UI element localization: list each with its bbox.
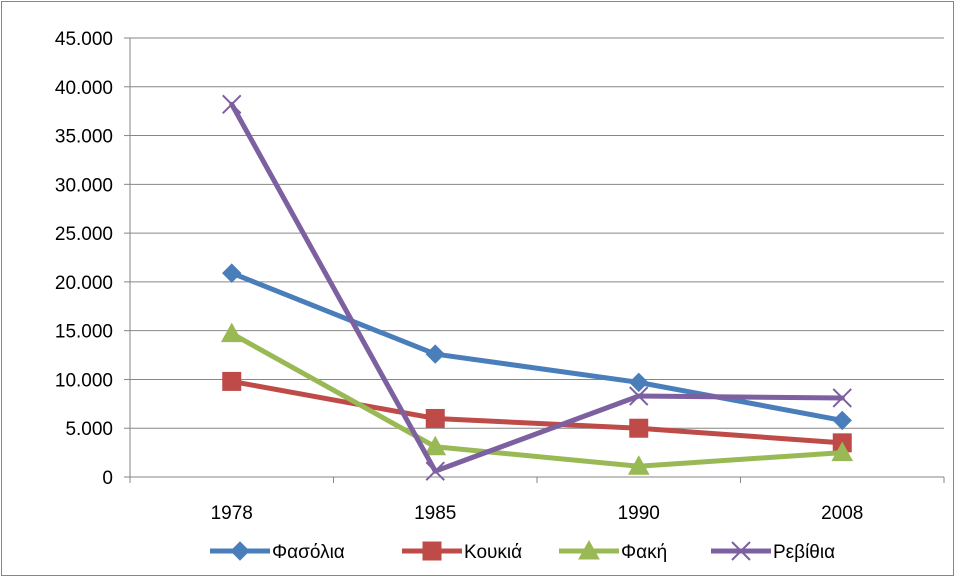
data-point-marker — [832, 410, 852, 431]
legend-marker — [422, 541, 442, 561]
legend-label: Φακή — [621, 542, 667, 563]
data-point-marker — [222, 94, 242, 115]
data-point-marker — [222, 263, 242, 283]
y-tick-label: 5.000 — [65, 419, 113, 440]
legend-marker — [731, 541, 751, 561]
data-point-marker — [629, 386, 649, 406]
data-point-marker — [425, 344, 445, 364]
legend-marker — [578, 539, 600, 560]
data-point-marker — [425, 461, 445, 481]
y-tick-label: 15.000 — [55, 322, 113, 343]
data-point-marker — [222, 371, 242, 391]
series-line-1 — [229, 270, 845, 423]
gridlines — [130, 37, 944, 429]
y-tick-label: 45.000 — [55, 29, 113, 50]
x-tick-label: 2008 — [821, 503, 863, 524]
x-axis-tick-labels: 1978 1985 1990 2008 — [211, 503, 864, 524]
x-tick-label: 1978 — [211, 503, 253, 524]
y-tick-label: 40.000 — [55, 78, 113, 99]
y-tick-label: 25.000 — [55, 224, 113, 245]
axes — [124, 37, 945, 483]
data-point-marker — [629, 418, 649, 438]
legend-marker — [230, 541, 250, 561]
y-axis-tick-labels: 0 5.000 10.000 15.000 20.000 25.000 30.000 35.0… — [55, 29, 113, 489]
data-point-marker — [832, 388, 852, 408]
y-tick-label: 30.000 — [55, 175, 113, 196]
data-point-marker — [627, 455, 650, 475]
legend-label: Ρεβίθια — [773, 542, 835, 563]
legend-label: Φασόλια — [272, 542, 345, 563]
y-tick-label: 35.000 — [55, 127, 113, 148]
x-tick-label: 1990 — [618, 503, 660, 524]
data-point-marker — [425, 408, 445, 428]
data-point-marker — [629, 372, 649, 393]
y-tick-label: 10.000 — [55, 370, 113, 391]
legend-label: Κουκιά — [464, 542, 522, 563]
y-tick-label: 20.000 — [55, 273, 113, 294]
series-line-4 — [229, 101, 845, 474]
data-point-marker — [220, 322, 243, 343]
legend: Φασόλια Κουκιά Φακή Ρεβίθια — [210, 539, 835, 563]
series-line-3 — [229, 331, 845, 469]
series-lines — [220, 94, 854, 481]
data-point-marker — [831, 441, 854, 462]
y-tick-label: 0 — [102, 468, 113, 489]
data-point-marker — [424, 435, 447, 456]
series-line-2 — [229, 378, 845, 446]
x-tick-label: 1985 — [414, 503, 456, 524]
